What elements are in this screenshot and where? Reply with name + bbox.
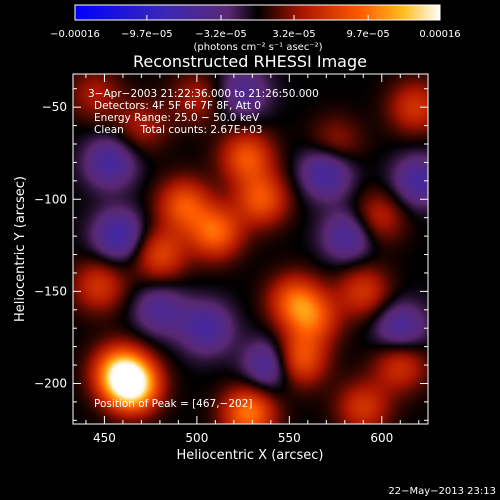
footer-timestamp: 22−May−2013 23:13 (388, 486, 496, 497)
heatmap-plot (73, 74, 428, 424)
chart-title: Reconstructed RHESSI Image (133, 52, 367, 71)
colorbar-tick-label: −9.7e−05 (121, 29, 173, 40)
y-tick-label: −150 (34, 284, 67, 298)
info-line-detectors: Detectors: 4F 5F 6F 7F 8F, Att 0 (94, 100, 261, 112)
info-line-energy: Energy Range: 25.0 − 50.0 keV (94, 112, 260, 124)
colorbar-tick-label: 0.00016 (419, 29, 460, 40)
y-tick-label: −100 (34, 192, 67, 206)
info-line-clean: Clean Total counts: 2.67E+03 (94, 124, 263, 136)
peak-position-label: Position of Peak = [467,−202] (94, 398, 253, 410)
colorbar-frame (74, 4, 441, 21)
colorbar: −0.00016 −9.7e−05 −3.2e−05 3.2e−05 9.7e−05 0.… (50, 4, 461, 53)
colorbar-tick-label: −0.00016 (50, 29, 100, 40)
x-axis-ticks: 450 500 550 600 (85, 74, 420, 445)
colorbar-tick-label: 3.2e−05 (272, 29, 315, 40)
plot-frame (72, 73, 429, 425)
x-axis-label: Heliocentric X (arcsec) (177, 448, 324, 463)
colorbar-unit-label: (photons cm⁻² s⁻¹ asec⁻²) (193, 42, 322, 53)
colorbar-tick-label: 9.7e−05 (347, 29, 390, 40)
x-tick-label: 500 (185, 431, 208, 445)
x-tick-label: 450 (93, 431, 116, 445)
y-tick-label: −200 (34, 376, 67, 390)
x-tick-label: 550 (278, 431, 301, 445)
colorbar-tick-label: −3.2e−05 (195, 29, 247, 40)
x-tick-label: 600 (370, 431, 393, 445)
colorbar-ticks: −0.00016 −9.7e−05 −3.2e−05 3.2e−05 9.7e−05 0.… (50, 15, 461, 40)
y-tick-label: −50 (42, 100, 67, 114)
colorbar-gradient (75, 5, 440, 20)
info-block: 3−Apr−2003 21:22:36.000 to 21:26:50.000 … (88, 88, 319, 136)
info-line-time: 3−Apr−2003 21:22:36.000 to 21:26:50.000 (88, 88, 319, 100)
heatmap-image (73, 74, 428, 424)
y-axis-ticks: −50 −100 −150 −200 (34, 88, 428, 421)
y-axis-label: Heliocentric Y (arcsec) (13, 176, 28, 322)
